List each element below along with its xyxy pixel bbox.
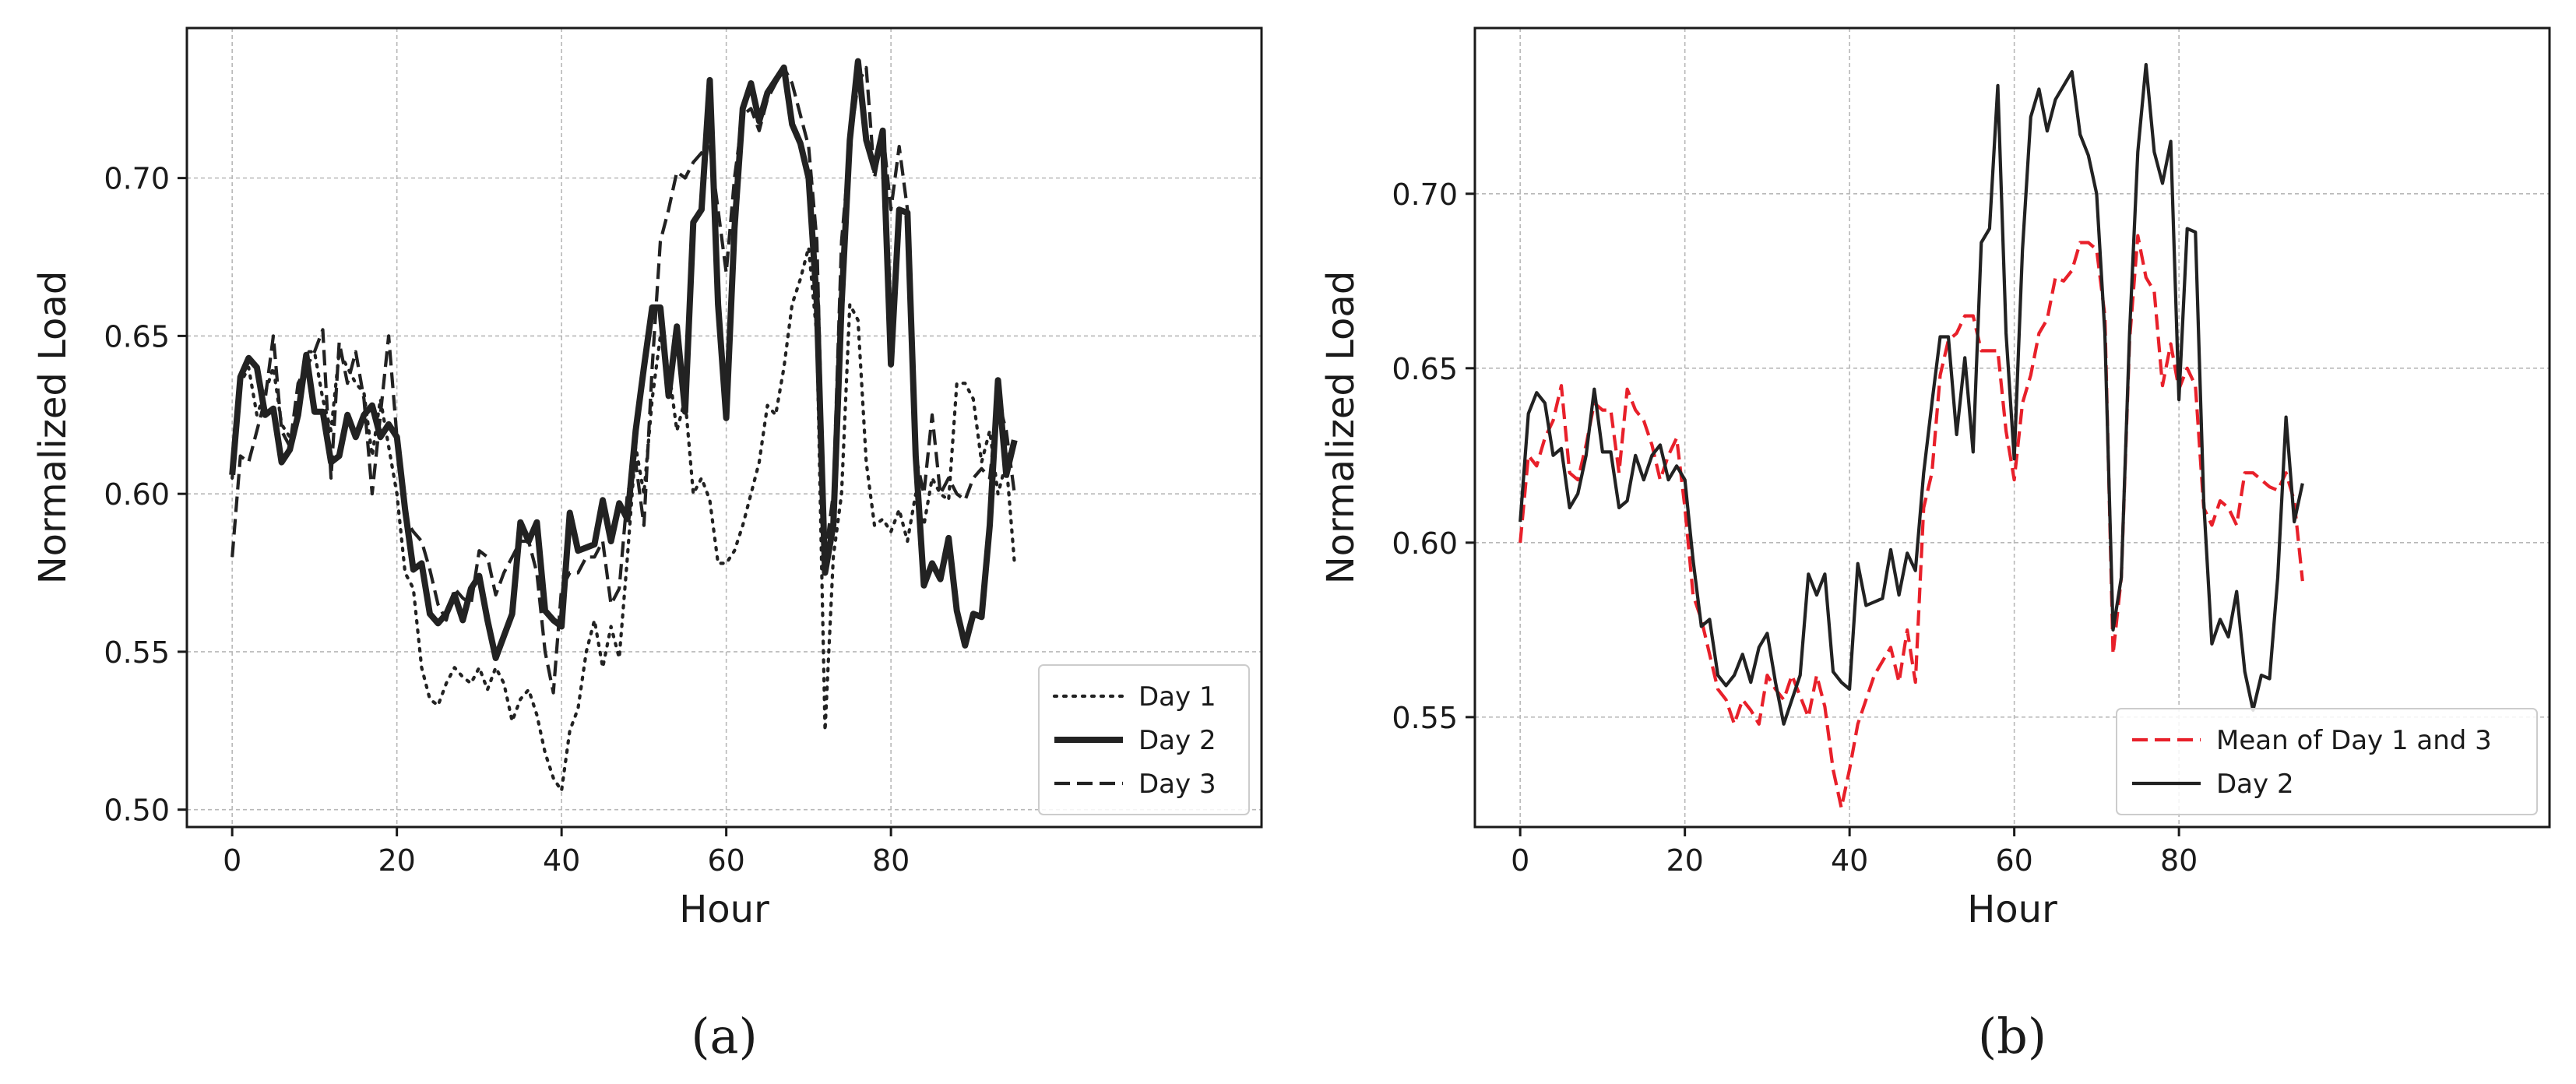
- legend-box: [2116, 708, 2538, 815]
- y-tick-label: 0.55: [104, 635, 170, 670]
- grid: [187, 28, 1262, 827]
- figure-caption: (b): [1978, 1008, 2046, 1065]
- x-tick-label: 60: [1995, 843, 2032, 878]
- y-tick-label: 0.60: [104, 477, 170, 512]
- chart-panel-a: 0 20 40 60 80 0.50 0.55 0.60 0.65 0.70 Hour Normali…: [31, 26, 1263, 1065]
- x-tick-label: 20: [1666, 843, 1703, 878]
- x-tick-label: 40: [543, 843, 580, 878]
- x-tick-label: 20: [378, 843, 415, 878]
- grid: [1475, 28, 2550, 827]
- plot-frame: [185, 26, 1263, 829]
- legend-label: Day 1: [1138, 681, 1216, 713]
- legend-label: Mean of Day 1 and 3: [2216, 725, 2492, 756]
- y-tick-label: 0.70: [104, 162, 170, 196]
- legend-box: [1038, 664, 1250, 815]
- legend-label: Day 3: [1138, 769, 1216, 800]
- y-tick-label: 0.70: [1392, 178, 1458, 212]
- x-tick-label: 0: [1511, 843, 1529, 878]
- chart-a-svg: 0 20 40 60 80 0.50 0.55 0.60 0.65 0.70 Hour Normali…: [31, 26, 1263, 1065]
- series-group: [1519, 62, 2304, 810]
- y-tick-label: 0.65: [104, 319, 170, 354]
- series-group: [229, 58, 1018, 793]
- series-line-day-1: [231, 245, 1016, 793]
- x-tick-label: 80: [2160, 843, 2198, 878]
- x-tick-label: 80: [872, 843, 910, 878]
- y-axis-label: Normalized Load: [31, 271, 75, 585]
- x-axis-label: Hour: [679, 888, 769, 931]
- x-tick-label: 60: [707, 843, 744, 878]
- legend: Day 1 Day 2 Day 3: [1038, 664, 1250, 815]
- y-tick-label: 0.60: [1392, 526, 1458, 561]
- series-line-day-3: [231, 65, 1016, 695]
- chart-b-svg: 0 20 40 60 80 0.55 0.60 0.65 0.70 Hour Normalized …: [1319, 26, 2551, 1065]
- figure-caption: (a): [691, 1008, 757, 1065]
- y-axis-label: Normalized Load: [1319, 271, 1363, 585]
- chart-panel-b: 0 20 40 60 80 0.55 0.60 0.65 0.70 Hour Normalized …: [1288, 0, 2576, 1084]
- y-tick-label: 0.50: [104, 794, 170, 828]
- x-axis-label: Hour: [1967, 888, 2057, 931]
- series-line-day-2: [229, 58, 1018, 661]
- legend-label: Day 2: [2216, 769, 2294, 800]
- legend: Mean of Day 1 and 3 Day 2: [2116, 708, 2538, 815]
- y-tick-label: 0.55: [1392, 701, 1458, 735]
- plot-frame: [1473, 26, 2551, 829]
- x-tick-label: 40: [1831, 843, 1868, 878]
- series-line-day-2: [1519, 62, 2304, 726]
- y-tick-label: 0.65: [1392, 352, 1458, 386]
- series-line-mean-of-day-1-and-3: [1519, 234, 2304, 810]
- x-tick-label: 0: [223, 843, 241, 878]
- legend-label: Day 2: [1138, 725, 1216, 756]
